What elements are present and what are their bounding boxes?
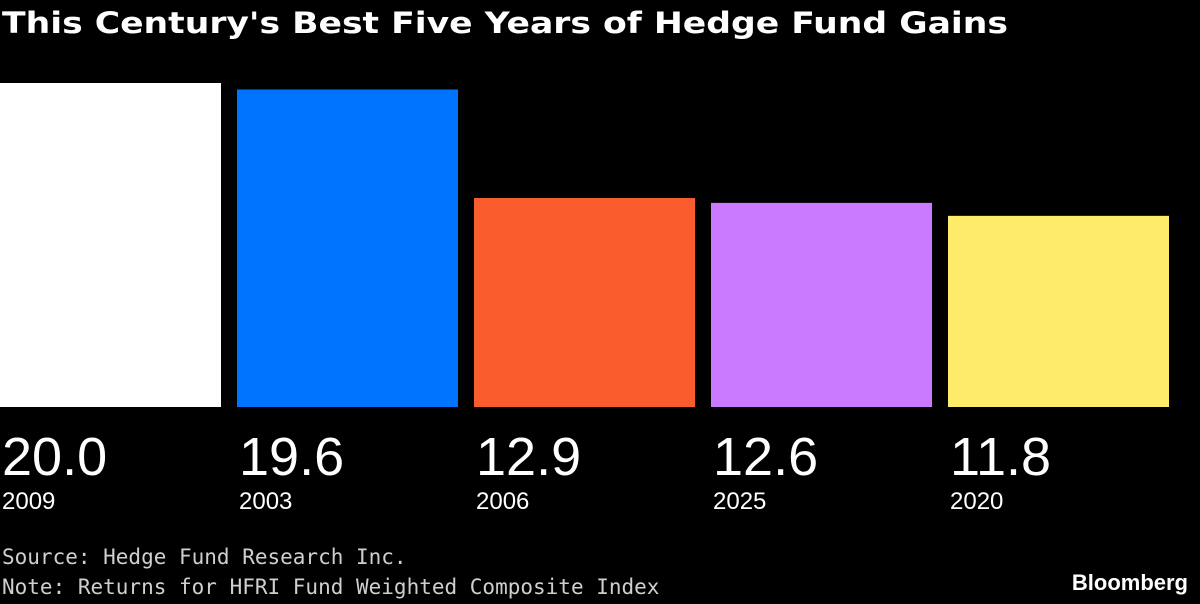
data-label: 19.6 [239, 427, 344, 487]
credit: Bloomberg [1072, 570, 1188, 595]
note: Note: Returns for HFRI Fund Weighted Com… [2, 575, 659, 599]
x-tick-label: 2020 [950, 488, 1003, 515]
chart-title: This Century's Best Five Years of Hedge … [2, 6, 1008, 40]
x-tick-label: 2006 [476, 488, 529, 515]
bar [711, 202, 932, 407]
x-tick-label: 2009 [2, 488, 55, 515]
x-tick-label: 2025 [713, 488, 766, 515]
source: Source: Hedge Fund Research Inc. [2, 545, 407, 569]
data-label: 11.8 [950, 427, 1051, 487]
bar [474, 198, 695, 407]
bar [948, 215, 1169, 407]
data-label: 12.6 [713, 427, 818, 487]
bar [0, 83, 221, 407]
data-label: 20.0 [2, 427, 107, 487]
bar [237, 89, 458, 407]
data-label: 12.9 [476, 427, 581, 487]
x-tick-label: 2003 [239, 488, 292, 515]
